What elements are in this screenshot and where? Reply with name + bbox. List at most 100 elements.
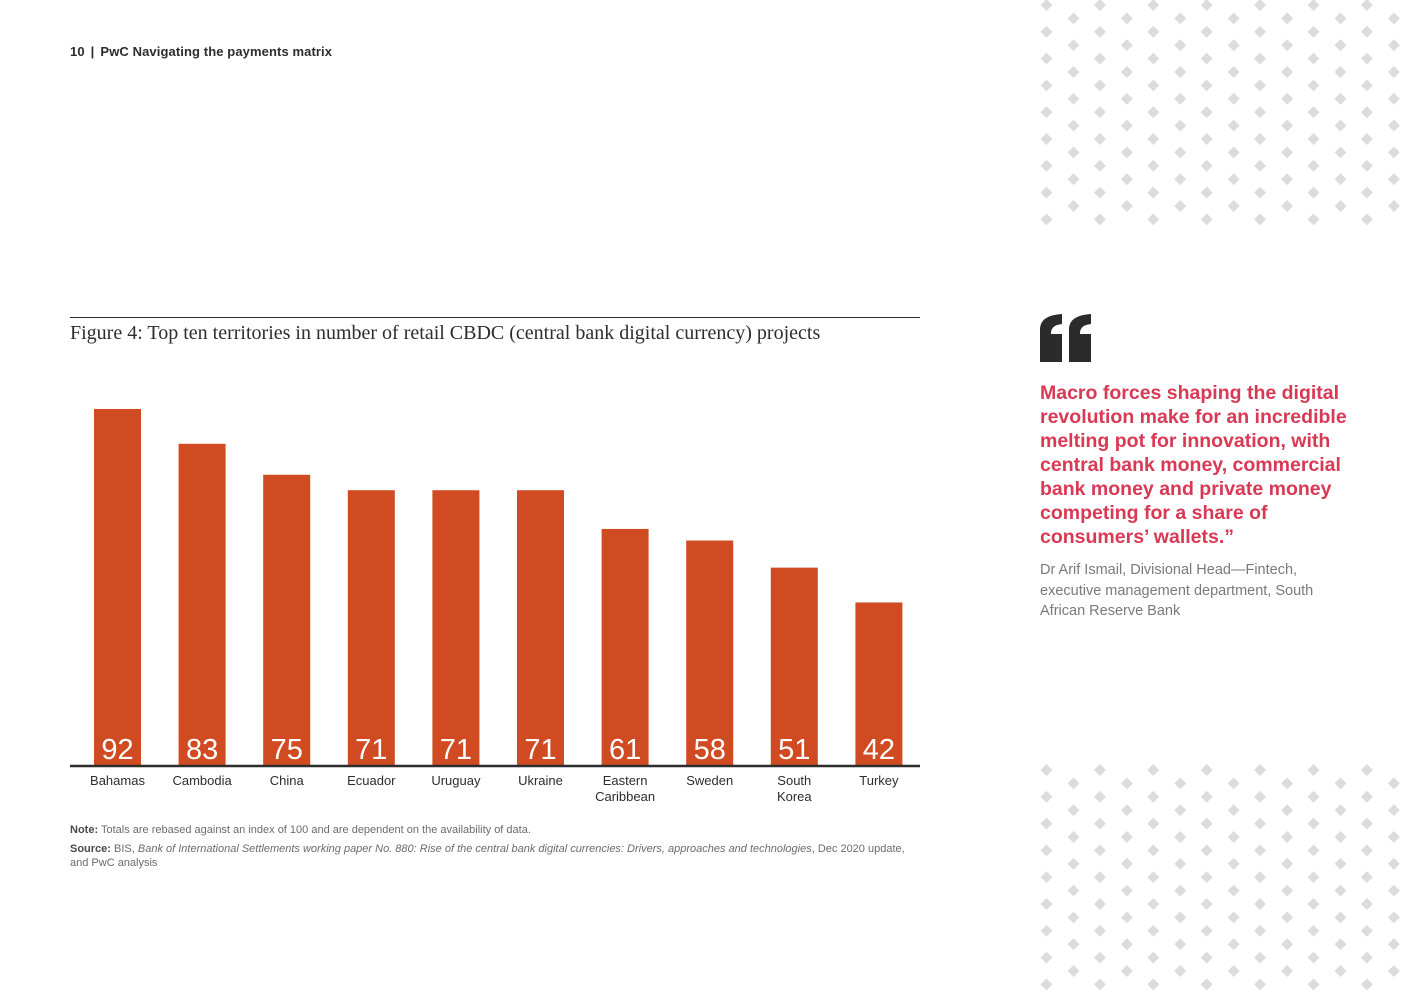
diamond-dot [1254,0,1267,11]
diamond-dot [1254,159,1267,172]
diamond-dot [1174,857,1187,870]
quote-mark-icon [1040,314,1091,362]
diamond-dot [1307,871,1320,884]
bar-3 [347,490,395,765]
diamond-dot [1040,106,1053,119]
diamond-dot [1067,884,1080,897]
diamond-dot [1281,938,1294,951]
diamond-dot [1147,52,1160,65]
diamond-dot [1227,92,1240,105]
diamond-dot [1067,92,1080,105]
diamond-dot [1120,173,1133,186]
note-line: Note: Totals are rebased against an inde… [70,823,920,837]
diamond-dot [1387,92,1400,105]
diamond-dot [1067,146,1080,159]
diamond-dot [1360,79,1373,92]
diamond-dot [1147,924,1160,937]
diamond-dot [1093,978,1106,991]
diamond-dot [1387,119,1400,132]
diamond-dot [1174,39,1187,52]
diamond-dot [1334,831,1347,843]
diamond-dot [1067,911,1080,924]
diamond-dot [1120,804,1133,817]
bar-value-label: 75 [271,734,303,766]
diamond-dot [1387,200,1400,212]
diamond-dot [1387,938,1400,951]
diamond-dot [1360,951,1373,964]
bar-value-label: 71 [524,734,556,766]
diamond-dot [1254,924,1267,937]
diamond-dot [1334,884,1347,897]
diamond-dot [1040,790,1053,803]
diamond-dot [1147,133,1160,145]
source-title: Bank of International Settlements workin… [137,843,812,855]
diamond-dot [1281,884,1294,897]
diamond-dot [1334,146,1347,159]
diamond-dot [1307,213,1320,226]
diamond-dot [1281,12,1294,25]
diamond-dot [1254,79,1267,92]
bar-value-label: 71 [440,734,472,766]
quote-text: Macro forces shaping the digital revolut… [1040,382,1347,548]
diamond-dot [1227,39,1240,52]
diamond-dot [1360,159,1373,172]
diamond-dot [1254,25,1267,38]
header-separator: | [90,44,95,59]
diamond-dot [1040,844,1053,857]
diamond-dot [1254,871,1267,884]
diamond-dot [1120,884,1133,897]
diamond-dot [1387,777,1400,790]
diamond-dot [1147,844,1160,857]
diamond-dot [1067,119,1080,132]
diamond-dot [1200,52,1213,65]
diamond-dot [1174,12,1187,25]
diamond-dot [1387,12,1400,25]
diamond-dot [1067,200,1080,212]
diamond-dot [1281,804,1294,817]
diamond-dot [1387,884,1400,897]
diamond-dot [1360,924,1373,937]
diamond-dot [1334,119,1347,132]
diamond-dot [1147,25,1160,38]
diamond-dot [1360,898,1373,910]
diamond-dot [1334,938,1347,951]
diamond-dot [1200,817,1213,830]
diamond-dot [1174,146,1187,159]
diamond-dot [1387,804,1400,817]
diamond-dot [1254,978,1267,991]
diamond-dot [1093,790,1106,803]
diamond-dot [1360,186,1373,199]
diamond-dot [1174,119,1187,132]
diamond-dot [1174,777,1187,790]
diamond-dot [1254,951,1267,964]
diamond-dot [1120,200,1133,212]
diamond-dot [1174,804,1187,817]
diamond-dot [1360,978,1373,991]
diamond-dot [1360,764,1373,776]
figure-top-rule [70,317,920,318]
document-title: PwC Navigating the payments matrix [100,44,333,59]
diamond-dot [1120,911,1133,924]
diamond-pattern-top [1040,0,1400,226]
diamond-dot [1200,924,1213,937]
diamond-dot [1307,79,1320,92]
diamond-dot [1093,764,1106,776]
bar-value-label: 83 [186,734,218,766]
diamond-dot [1067,12,1080,25]
diamond-dot [1120,39,1133,52]
diamond-dot [1174,66,1187,78]
diamond-dot [1120,12,1133,25]
diamond-dot [1334,911,1347,924]
diamond-dot [1307,924,1320,937]
category-label: Ukraine [518,773,563,788]
diamond-dot [1254,764,1267,776]
diamond-dot [1200,0,1213,11]
diamond-dot [1360,790,1373,803]
diamond-dot [1147,186,1160,199]
diamond-dot [1200,213,1213,226]
diamond-dot [1387,146,1400,159]
diamond-dot [1200,79,1213,92]
diamond-dot [1200,106,1213,119]
diamond-pattern-bottom [1040,764,1400,991]
diamond-dot [1093,79,1106,92]
